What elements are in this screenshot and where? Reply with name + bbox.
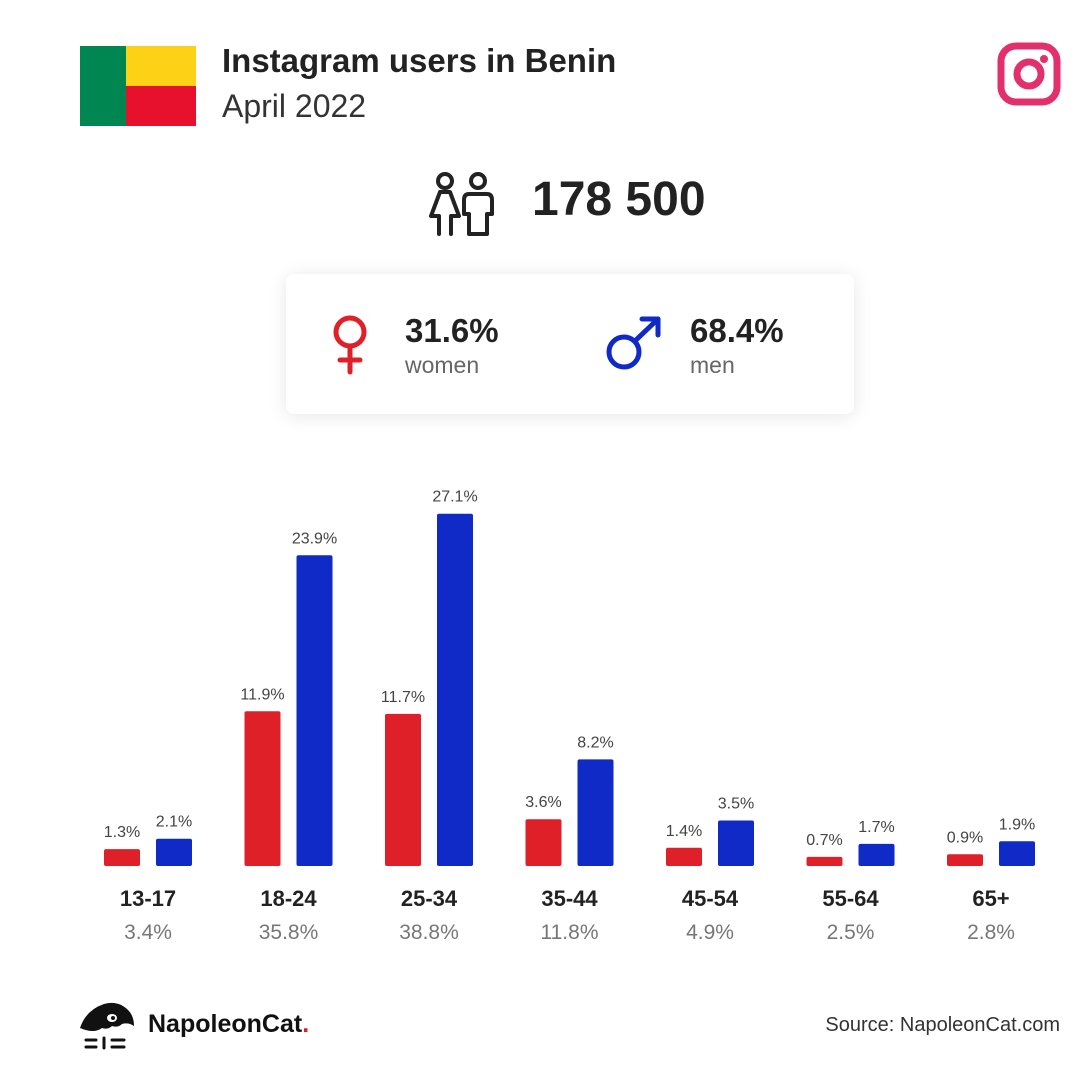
bar-men-18-24	[296, 555, 333, 866]
people-icon	[429, 172, 494, 236]
category-label-55-64: 55-64	[822, 886, 879, 911]
bar-label-women-55-64: 0.7%	[806, 832, 842, 849]
bar-women-55-64	[806, 856, 843, 866]
bar-women-13-17	[104, 849, 140, 866]
category-total-13-17: 3.4%	[124, 921, 172, 944]
page-title: Instagram users in Benin	[222, 42, 617, 79]
bar-women-18-24	[244, 711, 281, 866]
bar-label-women-35-44: 3.6%	[525, 794, 561, 811]
napoleoncat-logo-icon	[80, 1002, 134, 1050]
benin-flag	[80, 46, 196, 126]
gender-card	[286, 274, 854, 414]
napoleoncat-logo-text: NapoleonCat.	[148, 1010, 310, 1038]
women-percent: 31.6%	[405, 312, 499, 349]
total-users: 178 500	[532, 173, 706, 226]
men-label: men	[690, 352, 735, 378]
category-total-55-64: 2.5%	[827, 921, 875, 944]
bar-label-women-13-17: 1.3%	[104, 824, 140, 841]
women-label: women	[405, 352, 480, 378]
female-icon	[333, 315, 367, 375]
category-label-65+: 65+	[972, 886, 1009, 911]
category-total-18-24: 35.8%	[259, 921, 319, 944]
category-label-18-24: 18-24	[260, 886, 317, 911]
category-total-65+: 2.8%	[967, 921, 1015, 944]
male-icon	[606, 316, 661, 370]
instagram-icon	[997, 42, 1061, 106]
page-subtitle: April 2022	[222, 88, 367, 124]
bar-label-women-18-24: 11.9%	[240, 686, 284, 703]
bar-label-men-55-64: 1.7%	[858, 819, 894, 836]
bar-men-13-17	[156, 838, 192, 866]
category-label-13-17: 13-17	[120, 886, 176, 911]
bar-men-65+	[999, 841, 1035, 866]
category-total-25-34: 38.8%	[399, 921, 459, 944]
bar-women-25-34	[385, 713, 421, 866]
category-total-45-54: 4.9%	[686, 921, 734, 944]
bar-men-35-44	[577, 759, 614, 866]
bar-label-women-25-34: 11.7%	[381, 689, 425, 706]
bar-men-55-64	[858, 843, 895, 866]
bar-label-women-45-54: 1.4%	[666, 823, 702, 840]
bar-label-men-45-54: 3.5%	[718, 796, 754, 813]
category-label-35-44: 35-44	[541, 886, 598, 911]
bar-women-65+	[947, 854, 983, 866]
men-percent: 68.4%	[690, 312, 784, 349]
category-label-45-54: 45-54	[682, 886, 739, 911]
bar-women-35-44	[525, 819, 562, 866]
source-text: Source: NapoleonCat.com	[825, 1014, 1060, 1036]
bar-label-men-13-17: 2.1%	[156, 814, 192, 831]
bar-label-men-18-24: 23.9%	[292, 530, 337, 547]
bar-label-women-65+: 0.9%	[947, 829, 983, 846]
bar-women-45-54	[666, 847, 702, 866]
bar-label-men-35-44: 8.2%	[577, 734, 613, 751]
bar-men-45-54	[718, 820, 754, 866]
category-label-25-34: 25-34	[401, 886, 458, 911]
age-gender-bar-chart: 1.3% 2.1% 13-17 3.4% 11.9% 23.9% 18-24 35.8% 11.…	[104, 489, 1035, 944]
bar-label-men-25-34: 27.1%	[432, 489, 477, 506]
bar-label-men-65+: 1.9%	[999, 816, 1035, 833]
bar-men-25-34	[437, 513, 473, 866]
category-total-35-44: 11.8%	[541, 921, 599, 944]
